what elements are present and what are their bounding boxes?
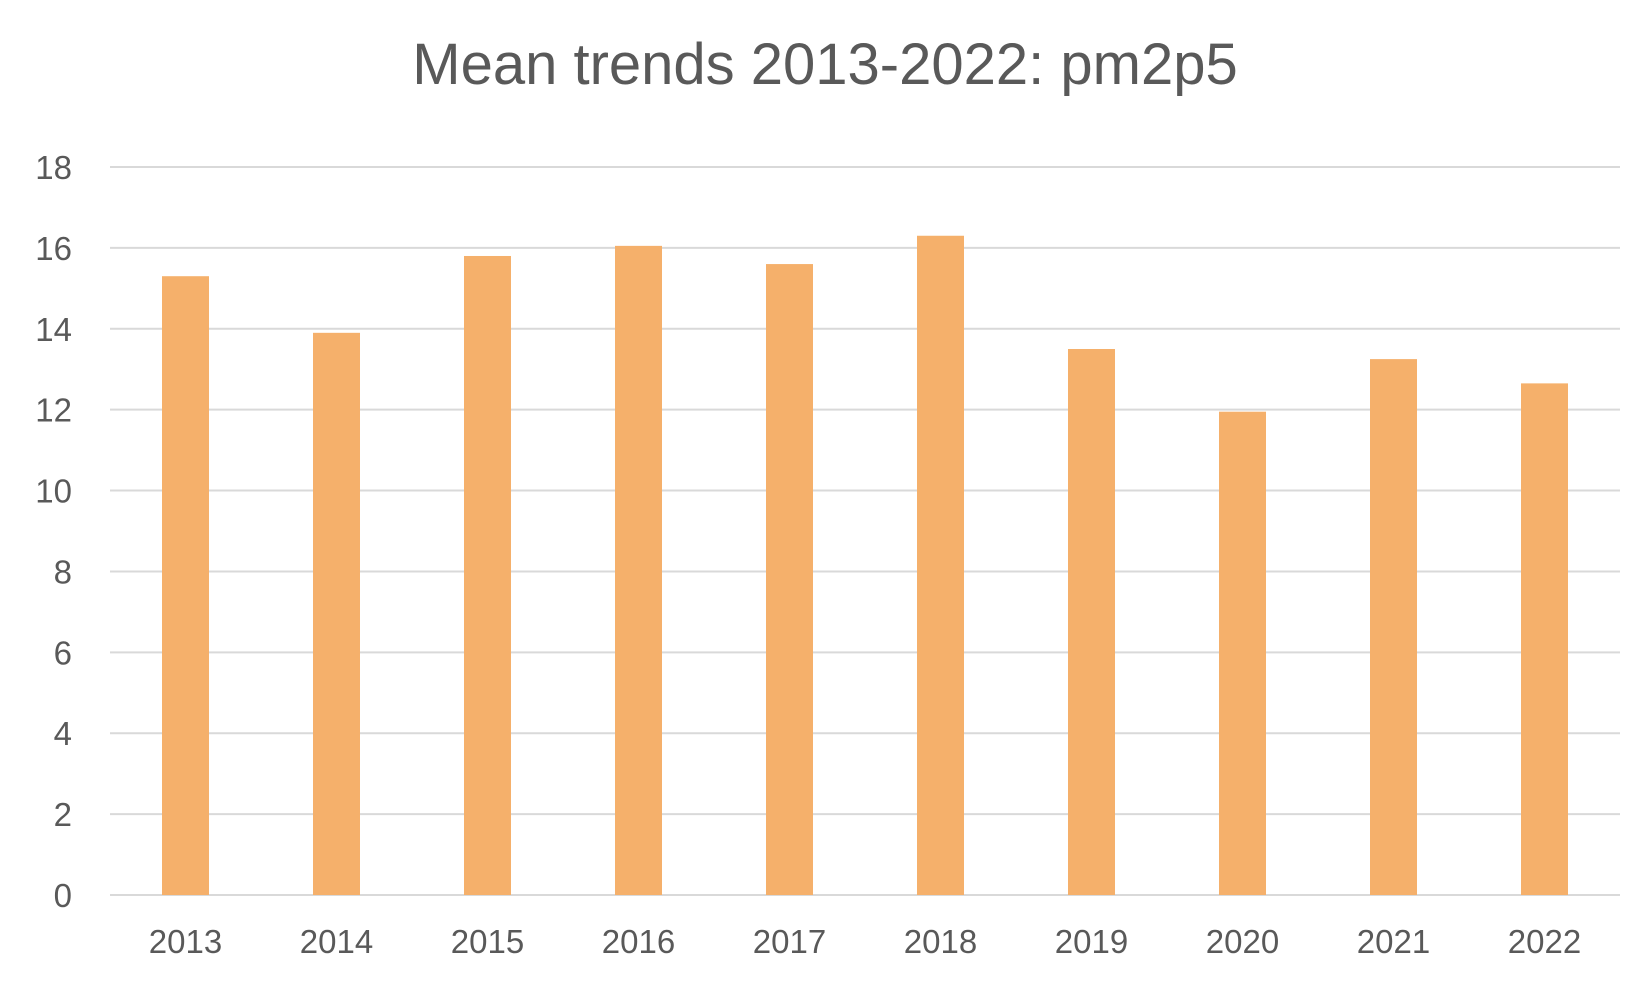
y-tick-label: 18 — [35, 149, 72, 186]
y-tick-label: 4 — [54, 715, 72, 752]
y-tick-label: 12 — [35, 392, 72, 429]
bar-2016 — [615, 245, 662, 895]
chart-title: Mean trends 2013-2022: pm2p5 — [412, 32, 1238, 97]
y-tick-label: 6 — [54, 634, 72, 671]
bar-2018 — [917, 235, 964, 895]
x-tick-label: 2022 — [1508, 923, 1581, 960]
x-tick-label: 2015 — [451, 923, 524, 960]
x-tick-label: 2016 — [602, 923, 675, 960]
x-tick-label: 2014 — [300, 923, 373, 960]
x-tick-label: 2019 — [1055, 923, 1128, 960]
x-tick-label: 2013 — [149, 923, 222, 960]
y-tick-label: 2 — [54, 796, 72, 833]
bar-2019 — [1068, 349, 1115, 895]
bar-2020 — [1219, 411, 1266, 895]
y-tick-label: 0 — [54, 877, 72, 914]
bars — [162, 235, 1568, 896]
bar-2013 — [162, 276, 209, 895]
y-tick-label: 10 — [35, 473, 72, 510]
gridlines — [110, 166, 1620, 896]
x-tick-label: 2020 — [1206, 923, 1279, 960]
bar-2022 — [1521, 383, 1568, 895]
x-tick-label: 2017 — [753, 923, 826, 960]
x-tick-label: 2021 — [1357, 923, 1430, 960]
y-axis-tick-labels: 0 2 4 6 8 10 12 14 16 18 — [35, 149, 72, 914]
bar-2015 — [464, 255, 511, 895]
x-axis-tick-labels: 2013 2014 2015 2016 2017 2018 2019 2020 2021 2022 — [149, 923, 1581, 960]
y-tick-label: 8 — [54, 553, 72, 590]
bar-2021 — [1370, 359, 1417, 896]
y-tick-label: 16 — [35, 230, 72, 267]
y-tick-label: 14 — [35, 311, 72, 348]
x-tick-label: 2018 — [904, 923, 977, 960]
bar-2017 — [766, 264, 813, 896]
bar-2014 — [313, 332, 360, 895]
